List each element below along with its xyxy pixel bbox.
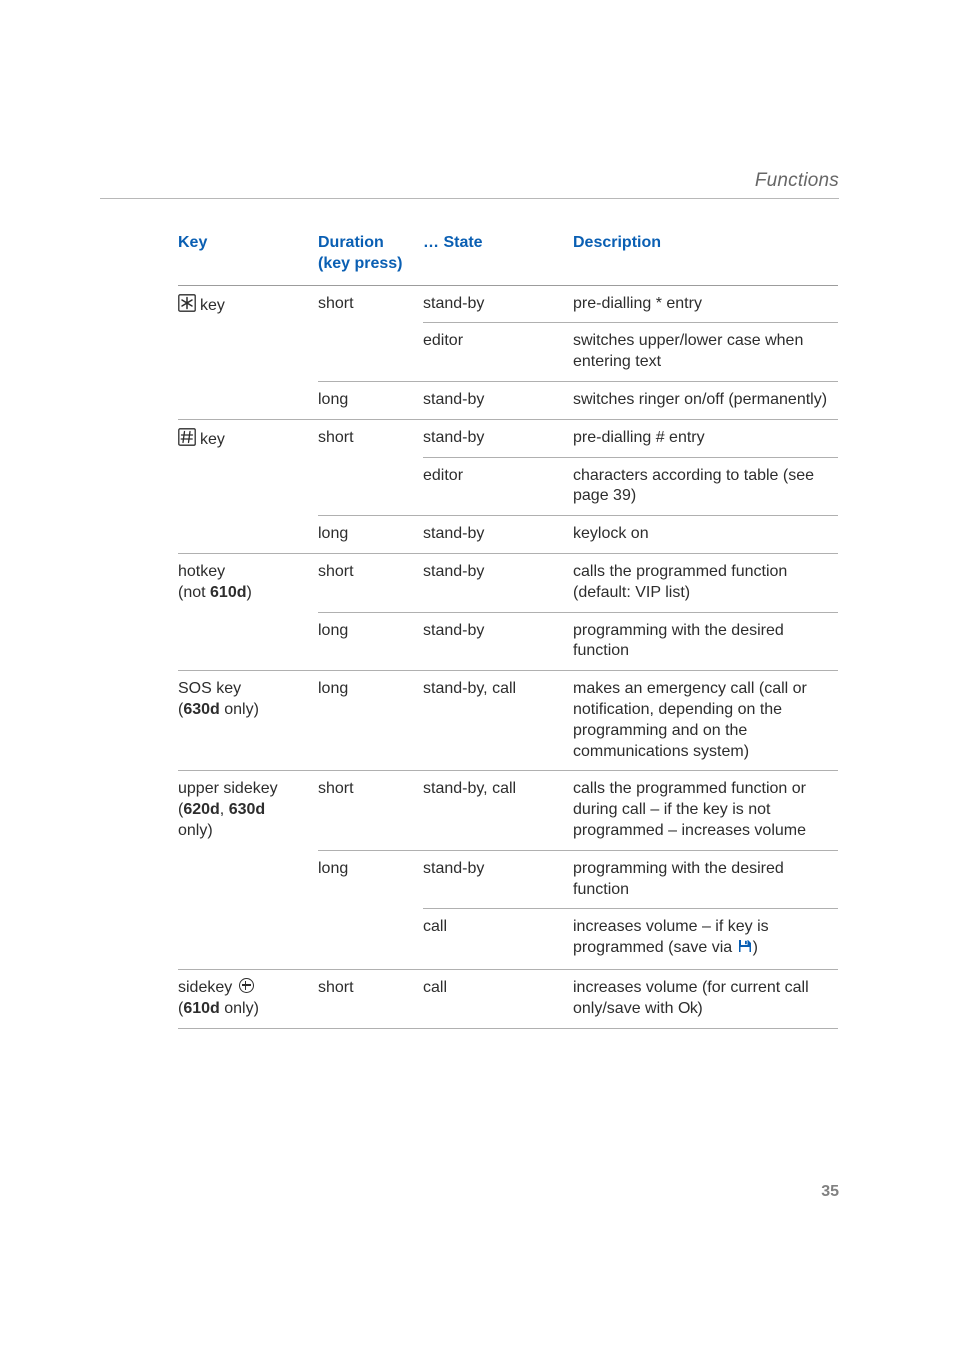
page-number: 35	[821, 1183, 839, 1201]
cell-desc: keylock on	[573, 516, 838, 554]
cell-key: sidekey (610d only)	[178, 969, 318, 1028]
cell-state: stand-by	[423, 850, 573, 909]
table-row: hotkey (not 610d) short stand-by calls t…	[178, 553, 838, 612]
cell-duration: long	[318, 612, 423, 671]
key-text: key	[200, 431, 225, 448]
cell-state: stand-by	[423, 285, 573, 323]
cell-desc: increases volume (for current call only/…	[573, 969, 838, 1028]
cell-duration: short	[318, 419, 423, 515]
cell-desc: programming with the desired function	[573, 850, 838, 909]
cell-desc: switches upper/lower case when entering …	[573, 323, 838, 382]
cell-state: stand-by	[423, 612, 573, 671]
cell-duration: short	[318, 969, 423, 1028]
save-icon	[737, 938, 753, 961]
table-header-row: Key Duration (key press) … State Descrip…	[178, 227, 838, 285]
ok-glyph: Ok	[678, 1000, 697, 1017]
cell-state: editor	[423, 457, 573, 516]
col-description: Description	[573, 227, 838, 285]
cell-desc: programming with the desired function	[573, 612, 838, 671]
cell-state: editor	[423, 323, 573, 382]
cell-desc: calls the programmed function (default: …	[573, 553, 838, 612]
cell-desc: switches ringer on/off (permanently)	[573, 381, 838, 419]
cell-desc: pre-dialling # entry	[573, 419, 838, 457]
cell-desc: makes an emergency call (call or notific…	[573, 671, 838, 771]
table-row: sidekey (610d only) short call increases…	[178, 969, 838, 1028]
table-row: key short stand-by pre-dialling * entry	[178, 285, 838, 323]
section-title: Functions	[100, 170, 839, 192]
cell-state: call	[423, 969, 573, 1028]
cell-state: stand-by, call	[423, 771, 573, 850]
cell-state: stand-by	[423, 516, 573, 554]
cell-key: key	[178, 419, 318, 553]
cell-state: stand-by	[423, 419, 573, 457]
cell-desc: pre-dialling * entry	[573, 285, 838, 323]
cell-duration: long	[318, 381, 423, 419]
key-text: key	[200, 297, 225, 314]
cell-key: upper sidekey (620d, 630d only)	[178, 771, 318, 970]
cell-duration: short	[318, 553, 423, 612]
cell-state: call	[423, 909, 573, 970]
divider	[100, 198, 839, 199]
col-duration: Duration (key press)	[318, 227, 423, 285]
cell-state: stand-by	[423, 381, 573, 419]
table-row: SOS key (630d only) long stand-by, call …	[178, 671, 838, 771]
col-state: … State	[423, 227, 573, 285]
cell-duration: short	[318, 771, 423, 850]
cell-key: key	[178, 285, 318, 419]
cell-key: SOS key (630d only)	[178, 671, 318, 771]
star-key-icon	[178, 294, 196, 319]
cell-duration: long	[318, 671, 423, 771]
hash-key-icon	[178, 428, 196, 453]
cell-state: stand-by, call	[423, 671, 573, 771]
cell-duration: short	[318, 285, 423, 381]
cell-state: stand-by	[423, 553, 573, 612]
cell-duration: long	[318, 516, 423, 554]
cell-desc: characters according to table (see page …	[573, 457, 838, 516]
functions-table: Key Duration (key press) … State Descrip…	[178, 227, 838, 1029]
cell-desc: calls the programmed function or during …	[573, 771, 838, 850]
table-row: upper sidekey (620d, 630d only) short st…	[178, 771, 838, 850]
plus-circle-icon	[239, 978, 254, 993]
cell-desc: increases volume – if key is programmed …	[573, 909, 838, 970]
col-key: Key	[178, 227, 318, 285]
table-row: key short stand-by pre-dialling # entry	[178, 419, 838, 457]
cell-key: hotkey (not 610d)	[178, 553, 318, 670]
cell-duration: long	[318, 850, 423, 969]
